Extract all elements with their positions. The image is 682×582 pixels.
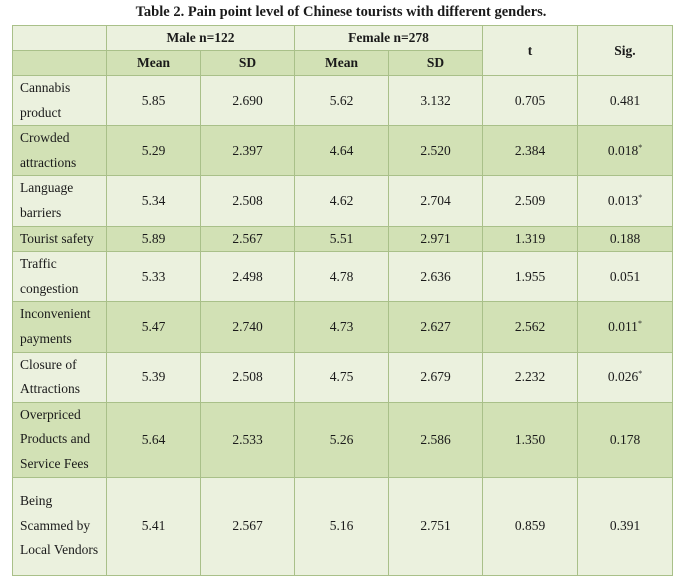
row-label: Being Scammed by Local Vendors — [12, 476, 107, 576]
table-row: Inconvenient payments 5.47 2.740 4.73 2.627 2… — [12, 301, 673, 353]
cell-female-mean: 5.62 — [294, 74, 389, 127]
significance-marker: * — [637, 318, 642, 328]
cell-male-mean: 5.29 — [106, 125, 201, 177]
significance-marker: * — [638, 192, 643, 202]
cell-sig: 0.011* — [577, 301, 673, 353]
cell-male-sd: 2.567 — [200, 476, 295, 576]
cell-female-mean: 5.26 — [294, 401, 389, 478]
cell-female-sd: 2.679 — [388, 351, 483, 403]
cell-male-mean: 5.41 — [106, 476, 201, 576]
cell-sig: 0.026* — [577, 351, 673, 403]
table-caption: Table 2. Pain point level of Chinese tou… — [135, 4, 547, 20]
table-row: Being Scammed by Local Vendors 5.41 2.567 5… — [12, 476, 673, 576]
cell-female-mean: 4.78 — [294, 251, 389, 303]
cell-female-sd: 3.132 — [388, 74, 483, 127]
header-female-sd: SD — [388, 50, 483, 76]
row-label: Language barriers — [12, 175, 107, 227]
cell-female-mean: 4.75 — [294, 351, 389, 403]
cell-female-mean: 4.62 — [294, 175, 389, 227]
sig-value: 0.481 — [609, 92, 641, 108]
cell-male-mean: 5.34 — [106, 175, 201, 227]
header-empty-cell — [12, 25, 107, 51]
cell-male-sd: 2.397 — [200, 125, 295, 177]
row-label: Crowded attractions — [12, 125, 107, 177]
sig-value: 0.018 — [607, 142, 639, 158]
cell-t: 1.955 — [482, 251, 578, 303]
cell-male-mean: 5.39 — [106, 351, 201, 403]
cell-sig: 0.013* — [577, 175, 673, 227]
sig-value: 0.013 — [607, 192, 639, 208]
sig-value: 0.391 — [609, 518, 641, 533]
cell-male-mean: 5.47 — [106, 301, 201, 353]
header-male-sd: SD — [200, 50, 295, 76]
row-label: Traffic congestion — [12, 251, 107, 303]
sig-value: 0.026 — [607, 369, 639, 385]
table-row: Overpriced Products and Service Fees 5.64… — [12, 401, 673, 478]
cell-sig: 0.481 — [577, 74, 673, 127]
cell-male-mean: 5.89 — [106, 225, 201, 253]
cell-t: 1.350 — [482, 401, 578, 478]
cell-t: 2.384 — [482, 125, 578, 177]
table-row: Cannabis product 5.85 2.690 5.62 3.132 0.705 0… — [12, 74, 673, 127]
cell-t: 2.509 — [482, 175, 578, 227]
table-body: Cannabis product 5.85 2.690 5.62 3.132 0.705 0… — [12, 74, 673, 576]
cell-t: 1.319 — [482, 225, 578, 253]
cell-male-sd: 2.690 — [200, 74, 295, 127]
table-row: Tourist safety 5.89 2.567 5.51 2.971 1.319 0.1… — [12, 225, 673, 253]
cell-t: 2.232 — [482, 351, 578, 403]
cell-female-mean: 4.73 — [294, 301, 389, 353]
header-male-mean: Mean — [106, 50, 201, 76]
cell-female-sd: 2.751 — [388, 476, 483, 576]
cell-male-mean: 5.64 — [106, 401, 201, 478]
cell-female-sd: 2.971 — [388, 225, 483, 253]
significance-marker: * — [638, 369, 643, 379]
header-sig: Sig. — [577, 25, 673, 76]
cell-male-sd: 2.740 — [200, 301, 295, 353]
cell-female-sd: 2.636 — [388, 251, 483, 303]
sig-value: 0.188 — [609, 230, 641, 246]
sig-value: 0.011 — [608, 318, 638, 334]
cell-female-sd: 2.704 — [388, 175, 483, 227]
header-female-mean: Mean — [294, 50, 389, 76]
row-label: Overpriced Products and Service Fees — [12, 401, 107, 478]
sig-value: 0.051 — [609, 268, 641, 284]
cell-male-sd: 2.498 — [200, 251, 295, 303]
cell-female-sd: 2.627 — [388, 301, 483, 353]
cell-female-mean: 5.51 — [294, 225, 389, 253]
cell-male-sd: 2.508 — [200, 175, 295, 227]
cell-male-sd: 2.508 — [200, 351, 295, 403]
cell-t: 0.859 — [482, 476, 578, 576]
cell-male-sd: 2.567 — [200, 225, 295, 253]
data-table: Male n=122 Female n=278 t Sig. Mean SD M… — [12, 25, 673, 576]
cell-t: 0.705 — [482, 74, 578, 127]
table-row: Closure of Attractions 5.39 2.508 4.75 2.679… — [12, 351, 673, 403]
row-label: Cannabis product — [12, 74, 107, 127]
cell-male-mean: 5.85 — [106, 74, 201, 127]
table-row: Language barriers 5.34 2.508 4.62 2.704 2.509… — [12, 175, 673, 227]
cell-sig: 0.178 — [577, 401, 673, 478]
sig-value: 0.178 — [609, 431, 641, 447]
cell-female-mean: 4.64 — [294, 125, 389, 177]
cell-female-sd: 2.520 — [388, 125, 483, 177]
cell-sig: 0.391 — [577, 476, 673, 576]
cell-t: 2.562 — [482, 301, 578, 353]
header-t: t — [482, 25, 578, 76]
row-label: Tourist safety — [12, 225, 107, 253]
header-male: Male n=122 — [106, 25, 295, 51]
header-empty-cell — [12, 50, 107, 76]
cell-male-sd: 2.533 — [200, 401, 295, 478]
cell-sig: 0.018* — [577, 125, 673, 177]
cell-sig: 0.051 — [577, 251, 673, 303]
significance-marker: * — [638, 142, 643, 152]
header-row-groups: Male n=122 Female n=278 t Sig. — [12, 25, 673, 76]
row-label: Inconvenient payments — [12, 301, 107, 353]
table-row: Traffic congestion 5.33 2.498 4.78 2.636 1.95… — [12, 251, 673, 303]
row-label: Closure of Attractions — [12, 351, 107, 403]
cell-female-sd: 2.586 — [388, 401, 483, 478]
cell-female-mean: 5.16 — [294, 476, 389, 576]
table-row: Crowded attractions 5.29 2.397 4.64 2.520 2.3… — [12, 125, 673, 177]
header-female: Female n=278 — [294, 25, 483, 51]
cell-male-mean: 5.33 — [106, 251, 201, 303]
cell-sig: 0.188 — [577, 225, 673, 253]
